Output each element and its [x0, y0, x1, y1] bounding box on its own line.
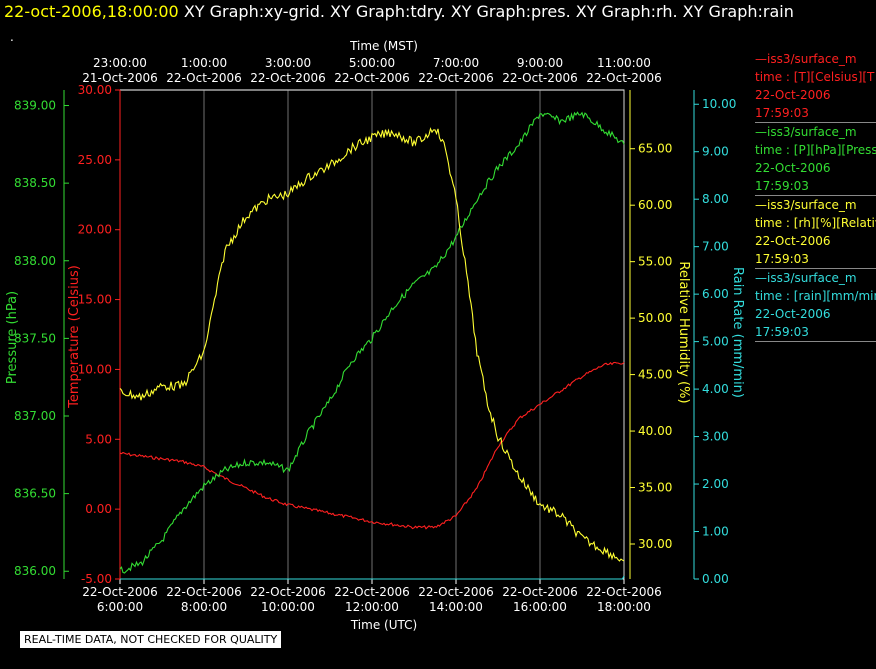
- humidity-tick-label: 45.00: [638, 368, 672, 382]
- rain-tick-label: 6.00: [702, 287, 729, 301]
- top-tick-label: 9:00:00: [517, 56, 563, 70]
- top-tick-label: 22-Oct-2006: [334, 71, 410, 85]
- rain-axis-title: Rain Rate (mm/min): [730, 267, 745, 398]
- x-tick-label: 22-Oct-2006: [418, 585, 494, 599]
- top-axis-title: Time (MST): [349, 39, 418, 53]
- rain-tick-label: 10.00: [702, 97, 736, 111]
- temperature-tick-label: 10.00: [78, 362, 112, 376]
- x-tick-label: 22-Oct-2006: [166, 585, 242, 599]
- legend-var: time : [rain][mm/min: [755, 289, 876, 303]
- temperature-tick-label: 5.00: [85, 432, 112, 446]
- humidity-tick-label: 60.00: [638, 198, 672, 212]
- x-tick-label: 22-Oct-2006: [502, 585, 578, 599]
- humidity-tick-label: 40.00: [638, 424, 672, 438]
- rain-tick-label: 5.00: [702, 335, 729, 349]
- top-tick-label: 11:00:00: [597, 56, 651, 70]
- legend-time: 17:59:03: [755, 179, 809, 193]
- top-tick-label: 22-Oct-2006: [418, 71, 494, 85]
- top-tick-label: 22-Oct-2006: [502, 71, 578, 85]
- quality-note: REAL-TIME DATA, NOT CHECKED FOR QUALITY: [20, 631, 282, 648]
- x-tick-label: 18:00:00: [597, 600, 651, 614]
- temperature-tick-label: 25.00: [78, 153, 112, 167]
- x-tick-label: 22-Oct-2006: [586, 585, 662, 599]
- x-tick-label: 22-Oct-2006: [250, 585, 326, 599]
- x-tick-label: 8:00:00: [181, 600, 227, 614]
- x-tick-label: 10:00:00: [261, 600, 315, 614]
- pressure-tick-label: 837.00: [14, 409, 56, 423]
- header-dot: .: [10, 30, 14, 44]
- legend-time: 17:59:03: [755, 325, 809, 339]
- pressure-axis-title: Pressure (hPa): [5, 291, 20, 384]
- legend-date: 22-Oct-2006: [755, 88, 831, 102]
- x-tick-label: 22-Oct-2006: [334, 585, 410, 599]
- pressure-tick-label: 836.50: [14, 487, 56, 501]
- top-tick-label: 21-Oct-2006: [82, 71, 158, 85]
- top-tick-label: 3:00:00: [265, 56, 311, 70]
- legend-var: time : [T][Celsius][T: [755, 70, 875, 84]
- x-tick-label: 14:00:00: [429, 600, 483, 614]
- x-tick-label: 16:00:00: [513, 600, 567, 614]
- series-line: [119, 127, 625, 562]
- x-tick-label: 22-Oct-2006: [82, 585, 158, 599]
- top-tick-label: 22-Oct-2006: [586, 71, 662, 85]
- temperature-tick-label: 20.00: [78, 223, 112, 237]
- rain-tick-label: 1.00: [702, 525, 729, 539]
- legend-time: 17:59:03: [755, 252, 809, 266]
- temperature-tick-label: -5.00: [81, 572, 112, 586]
- x-tick-label: 6:00:00: [97, 600, 143, 614]
- legend: —iss3/surface_m time : [T][Celsius][T 22-O…: [755, 50, 876, 342]
- header-datetime: 22-oct-2006,18:00:00: [4, 2, 179, 21]
- series-line: [119, 111, 625, 574]
- pressure-tick-label: 836.00: [14, 564, 56, 578]
- legend-line: —iss3/surface_m: [755, 125, 857, 139]
- rain-tick-label: 3.00: [702, 430, 729, 444]
- rain-tick-label: 8.00: [702, 192, 729, 206]
- humidity-axis-title: Relative Humidity (%): [676, 261, 691, 403]
- x-tick-label: 12:00:00: [345, 600, 399, 614]
- series-line: [119, 361, 625, 530]
- legend-var: time : [P][hPa][Press: [755, 143, 876, 157]
- legend-var: time : [rh][%][Relativ: [755, 216, 876, 230]
- top-tick-label: 23:00:00: [93, 56, 147, 70]
- rain-tick-label: 9.00: [702, 145, 729, 159]
- x-axis-title: Time (UTC): [350, 618, 417, 632]
- top-tick-label: 7:00:00: [433, 56, 479, 70]
- top-tick-label: 5:00:00: [349, 56, 395, 70]
- humidity-tick-label: 35.00: [638, 481, 672, 495]
- temperature-tick-label: 30.00: [78, 83, 112, 97]
- humidity-tick-label: 65.00: [638, 142, 672, 156]
- legend-line: —iss3/surface_m: [755, 198, 857, 212]
- rain-tick-label: 4.00: [702, 382, 729, 396]
- rain-tick-label: 2.00: [702, 477, 729, 491]
- humidity-tick-label: 55.00: [638, 255, 672, 269]
- temperature-tick-label: 0.00: [85, 502, 112, 516]
- legend-date: 22-Oct-2006: [755, 234, 831, 248]
- pressure-tick-label: 837.50: [14, 331, 56, 345]
- humidity-tick-label: 50.00: [638, 311, 672, 325]
- top-tick-label: 22-Oct-2006: [250, 71, 326, 85]
- page-header: 22-oct-2006,18:00:00 XY Graph:xy-grid. X…: [4, 2, 794, 21]
- temperature-axis-title: Temperature (Celsius): [67, 265, 82, 409]
- top-tick-label: 22-Oct-2006: [166, 71, 242, 85]
- legend-time: 17:59:03: [755, 106, 809, 120]
- pressure-tick-label: 838.00: [14, 254, 56, 268]
- pressure-tick-label: 839.00: [14, 99, 56, 113]
- humidity-tick-label: 30.00: [638, 537, 672, 551]
- header-graph-titles: XY Graph:xy-grid. XY Graph:tdry. XY Grap…: [183, 2, 794, 21]
- top-tick-label: 1:00:00: [181, 56, 227, 70]
- temperature-tick-label: 15.00: [78, 293, 112, 307]
- rain-tick-label: 0.00: [702, 572, 729, 586]
- legend-date: 22-Oct-2006: [755, 307, 831, 321]
- legend-line: —iss3/surface_m: [755, 271, 857, 285]
- rain-tick-label: 7.00: [702, 240, 729, 254]
- legend-date: 22-Oct-2006: [755, 161, 831, 175]
- legend-line: —iss3/surface_m: [755, 52, 857, 66]
- pressure-tick-label: 838.50: [14, 176, 56, 190]
- series-line: [120, 575, 625, 580]
